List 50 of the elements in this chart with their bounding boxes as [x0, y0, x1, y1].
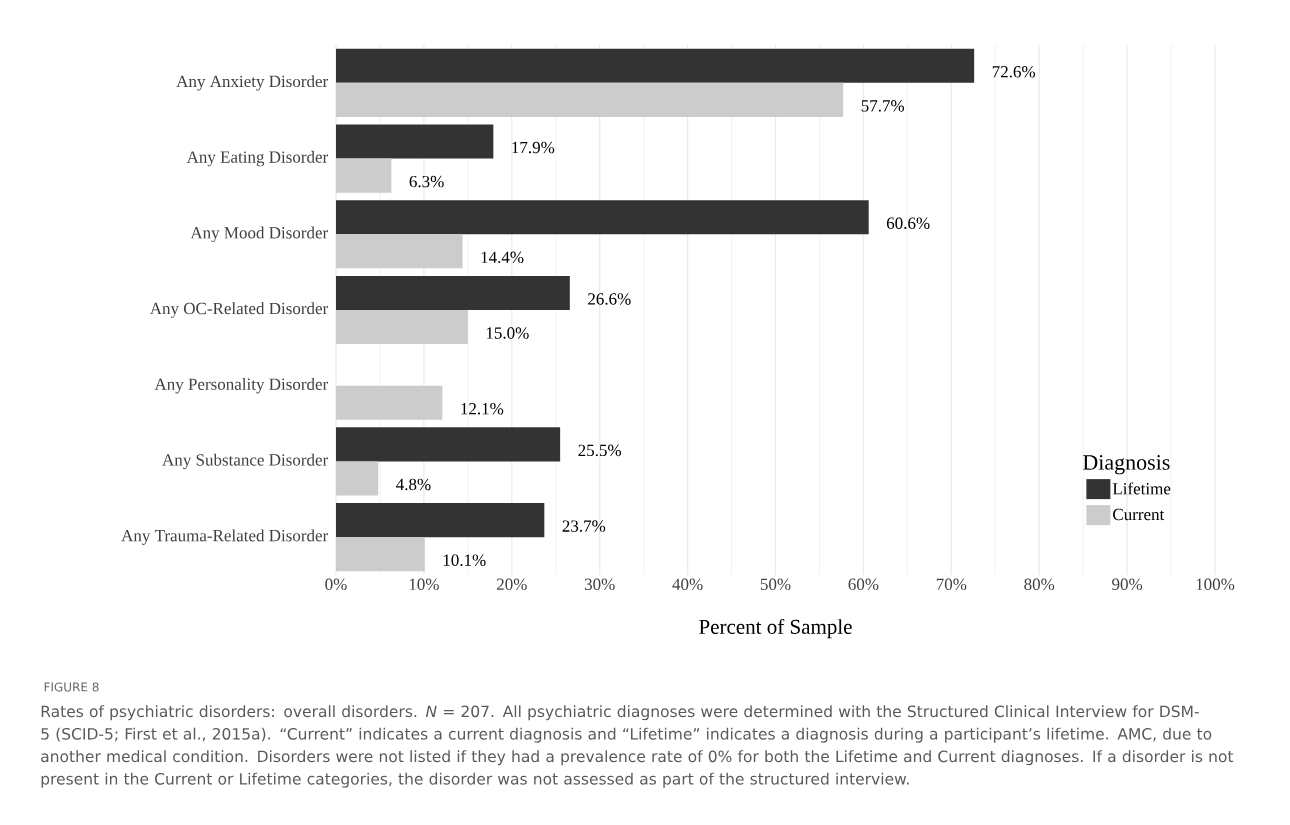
data-label: 4.8%: [396, 478, 431, 491]
x-tick-label: 30%: [584, 578, 615, 591]
x-tick-label: 100%: [1196, 578, 1235, 591]
bar: [336, 461, 379, 496]
bar: [336, 385, 443, 420]
data-label: 10.1%: [443, 554, 486, 566]
bar: [336, 503, 545, 538]
x-tick-label: 20%: [496, 578, 527, 591]
data-label: 14.4%: [481, 251, 524, 264]
bar: [336, 82, 844, 117]
y-tick-label: Any Trauma-Related Disorder: [121, 529, 329, 545]
data-label: 25.5%: [578, 444, 622, 457]
y-tick-label: Any Eating Disorder: [186, 150, 329, 167]
bar: [336, 200, 869, 235]
y-tick-label: Any Personality Disorder: [154, 377, 329, 394]
data-label: 6.3%: [409, 175, 444, 188]
x-tick-label: 0%: [325, 578, 347, 591]
data-label: 26.6%: [588, 293, 631, 305]
data-label: 23.7%: [562, 520, 606, 532]
x-tick-label: 40%: [672, 578, 703, 591]
legend-title: Diagnosis: [1082, 455, 1170, 475]
data-label: 60.6%: [886, 217, 930, 230]
data-label: 12.1%: [461, 402, 504, 415]
x-tick-label: 90%: [1112, 578, 1143, 591]
bar: [336, 427, 561, 462]
y-tick-label: Any Anxiety Disorder: [176, 75, 329, 91]
y-tick-label: Any Mood Disorder: [190, 226, 329, 243]
y-tick-label: Any OC-Related Disorder: [149, 302, 329, 318]
bar: [336, 537, 425, 572]
bar: [336, 234, 463, 269]
data-label: 17.9%: [512, 141, 555, 154]
x-tick-label: 50%: [760, 578, 791, 591]
bar: [336, 310, 468, 345]
bar: [336, 275, 570, 311]
bar: [336, 48, 975, 83]
legend-label: Current: [1113, 508, 1165, 521]
data-label: 72.6%: [992, 66, 1036, 78]
x-tick-label: 80%: [1024, 578, 1055, 591]
y-tick-label: Any Substance Disorder: [162, 453, 329, 470]
data-label: 57.7%: [861, 100, 905, 112]
x-tick-label: 60%: [848, 578, 879, 591]
bar: [336, 124, 494, 159]
text: Rates of psychiatric disorders: overall disorders. N = 207. All psychiatric diagnoses were determined with the Structured Clinical Interview for DSM-5 (SCID-5; First et al., 2015a). “Current” indicates a current diagnosis and “Lifetime” indicates a diagnosis during a participant’s lifetime. AMC, due to another medical condition. Disorders were not listed if they had a prevalence rate of 0% for both the Lifetime and Current diagnoses. If a disorder is not present in the Current or Lifetime categories, the disorder was not assessed as part of the structured interview.: [41, 705, 1234, 788]
caption: FIGURE 8: [44, 682, 99, 692]
x-tick-label: 10%: [409, 578, 439, 591]
data-label: 15.0%: [486, 327, 529, 339]
x-axis-title: Percent of Sample: [699, 618, 852, 639]
bar: [336, 158, 392, 193]
x-tick-label: 70%: [936, 578, 967, 591]
legend-label: Lifetime: [1112, 482, 1171, 495]
